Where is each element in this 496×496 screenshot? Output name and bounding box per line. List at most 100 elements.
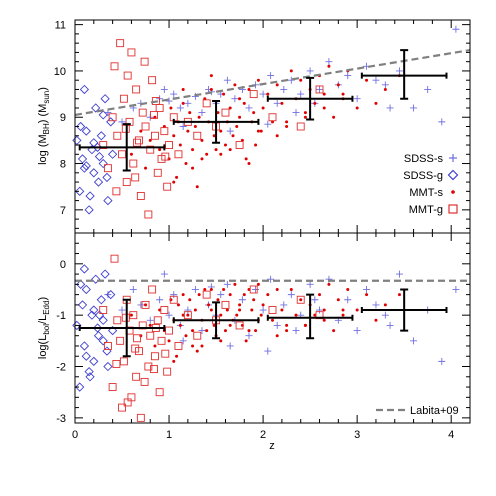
bottom-point-mmt-g: [153, 316, 162, 325]
bottom-point-mmt-s: [256, 282, 260, 286]
top-point-mmt-s: [256, 78, 260, 82]
x-tick-label: 0: [72, 429, 78, 441]
top-point-mmt-s: [228, 148, 232, 152]
bottom-point-mmt-s: [144, 303, 148, 307]
bottom-point-mmt-s: [238, 303, 242, 307]
top-point-sdss-s: [273, 99, 281, 107]
bottom-point-mmt-s: [176, 303, 180, 307]
bottom-point-mmt-g: [112, 359, 121, 368]
top-point-mmt-g: [110, 62, 119, 71]
bottom-point-sdss-g: [89, 356, 99, 367]
bottom-point-sdss-s: [179, 337, 187, 345]
top-point-mmt-s: [197, 115, 201, 119]
top-point-sdss-g: [79, 84, 90, 95]
bottom-point-sdss-s: [223, 280, 231, 288]
bottom-point-mmt-g: [150, 365, 158, 374]
top-point-mmt-g: [140, 57, 149, 66]
bottom-point-mmt-s: [346, 287, 350, 291]
top-point-mmt-g: [138, 108, 147, 117]
bottom-point-mmt-s: [294, 313, 298, 317]
bottom-point-sdss-s: [386, 321, 394, 329]
top-point-mmt-g: [116, 39, 125, 48]
top-point-mmt-s: [374, 101, 378, 105]
top-point-mmt-g: [161, 152, 170, 161]
bottom-point-mmt-s: [247, 329, 251, 333]
bottom-point-mmt-s: [209, 287, 213, 291]
bottom-point-mmt-g: [148, 285, 157, 294]
top-point-mmt-s: [280, 101, 284, 105]
top-point-mmt-s: [200, 157, 204, 161]
bottom-point-sdss-s: [280, 301, 288, 309]
bottom-point-mmt-g: [131, 344, 140, 353]
bottom-point-mmt-s: [289, 287, 293, 291]
top-point-sdss-s: [353, 95, 361, 103]
bottom-point-mmt-s: [259, 313, 263, 317]
top-point-mmt-s: [242, 101, 246, 105]
top-point-mmt-s: [275, 134, 279, 138]
bottom-point-sdss-g: [89, 305, 99, 315]
top-point-mmt-s: [231, 134, 235, 138]
top-point-mmt-s: [238, 97, 242, 101]
bottom-point-mmt-s: [181, 293, 185, 297]
bottom-point-mmt-g: [165, 326, 173, 335]
bottom-point-mmt-s: [341, 313, 345, 317]
top-point-sdss-s: [160, 85, 168, 93]
bottom-point-sdss-s: [452, 285, 460, 293]
top-point-mmt-g: [163, 182, 172, 191]
top-errorbar-2: [172, 100, 260, 144]
bottom-errorbar-4: [360, 288, 448, 332]
top-point-sdss-g: [98, 158, 108, 169]
top-errorbar-4: [360, 49, 448, 100]
bottom-point-mmt-g: [296, 295, 305, 304]
legend-marker-sdss-s: [449, 154, 457, 162]
top-point-mmt-s: [233, 83, 237, 87]
top-point-mmt-s: [327, 64, 331, 68]
bottom-point-sdss-g: [92, 323, 103, 333]
bottom-point-mmt-s: [303, 323, 307, 327]
top-point-sdss-s: [245, 104, 253, 112]
top-point-sdss-s: [264, 120, 272, 128]
bottom-point-sdss-s: [217, 291, 225, 299]
top-point-sdss-s: [410, 104, 418, 112]
top-point-sdss-s: [226, 127, 234, 135]
top-point-mmt-g: [127, 48, 136, 57]
bottom-point-mmt-s: [148, 323, 152, 327]
bottom-point-mmt-g: [136, 413, 145, 422]
top-y-tick-label: 7: [60, 205, 66, 217]
bottom-point-sdss-s: [267, 275, 275, 283]
bottom-y-tick-label: -2: [56, 362, 66, 374]
bottom-point-mmt-s: [397, 293, 401, 297]
top-point-mmt-s: [209, 74, 213, 78]
top-point-sdss-s: [170, 90, 178, 98]
top-point-sdss-s: [223, 76, 231, 84]
top-point-mmt-s: [216, 111, 220, 115]
top-point-mmt-s: [223, 143, 227, 147]
top-point-mmt-g: [160, 127, 169, 136]
top-point-sdss-s: [184, 99, 192, 107]
bottom-point-sdss-g: [81, 284, 91, 295]
bottom-point-sdss-g: [98, 315, 108, 325]
bottom-point-mmt-s: [212, 323, 216, 327]
bottom-point-sdss-s: [118, 306, 126, 314]
bottom-point-mmt-g: [160, 306, 169, 314]
bottom-point-sdss-g: [85, 372, 95, 382]
bottom-axis-ticks: 0 1 2 3 4 -3 -2 -1 0: [56, 232, 471, 441]
bottom-point-mmt-g: [116, 336, 125, 345]
bottom-point-mmt-s: [209, 308, 213, 312]
top-y-tick-label: 11: [55, 20, 66, 32]
top-point-mmt-g: [118, 150, 126, 159]
top-point-mmt-g: [150, 131, 159, 140]
top-point-mmt-g: [296, 122, 305, 131]
bottom-point-mmt-s: [167, 339, 171, 343]
top-point-mmt-g: [99, 141, 108, 149]
bottom-point-sdss-s: [170, 291, 178, 299]
bottom-point-mmt-s: [327, 282, 331, 286]
bottom-point-mmt-s: [374, 318, 378, 322]
bottom-point-sdss-g: [72, 320, 82, 331]
bottom-point-mmt-s: [285, 329, 289, 333]
legend-marker-mmt-g: [448, 204, 458, 214]
top-point-mmt-s: [219, 129, 223, 133]
top-point-sdss-g: [76, 121, 86, 132]
top-point-mmt-g: [146, 145, 155, 154]
top-point-mmt-g: [131, 173, 140, 182]
